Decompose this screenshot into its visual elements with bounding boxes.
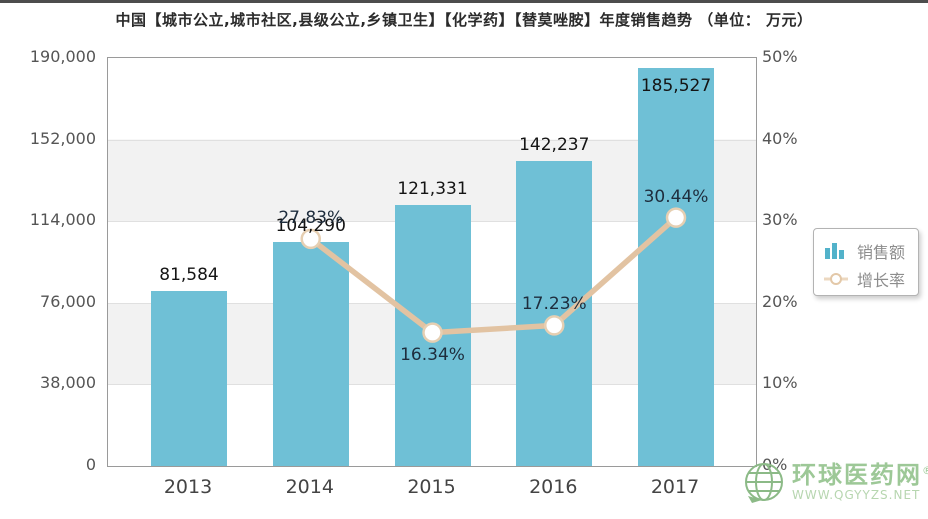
right-axis-tick-label: 30% — [762, 210, 798, 230]
growth-label-2014: 27.83% — [278, 207, 344, 228]
right-axis-tick-label: 20% — [762, 291, 798, 311]
growth-label-2016: 17.23% — [521, 294, 587, 315]
plot-area: 81,584 104,290 121,331 142,237 185,527 27.83%… — [107, 57, 757, 467]
bar-value-label-2014: 104,290 — [275, 216, 346, 237]
x-axis-label-2013: 2013 — [163, 476, 213, 498]
watermark-logo[interactable]: 环球医药网® WWW.QGYYZS.NET — [742, 458, 928, 504]
growth-line — [308, 214, 679, 336]
chart-title: 中国【城市公立,城市社区,县级公立,乡镇卫生】【化学药】【替莫唑胺】年度销售趋势… — [0, 9, 928, 30]
watermark-url: WWW.QGYYZS.NET — [792, 488, 921, 502]
growth-label-2015: 16.34% — [400, 344, 465, 365]
bar-value-label-2015: 121,331 — [397, 179, 468, 200]
bar-value-label-2017: 185,527 — [640, 75, 712, 96]
watermark-texts: 环球医药网® WWW.QGYYZS.NET — [792, 458, 928, 502]
line-series-icon — [824, 273, 848, 285]
bar-value-label-2013: 81,584 — [159, 264, 219, 285]
growth-label-2017: 30.44% — [643, 186, 709, 207]
bar-2016[interactable] — [516, 160, 593, 466]
x-axis-label-2017: 2017 — [650, 476, 700, 498]
bar-series-icon — [825, 243, 844, 259]
bar-2013[interactable] — [151, 290, 227, 466]
x-axis-label-2014: 2014 — [285, 476, 334, 498]
gridline — [108, 139, 756, 141]
right-axis-tick-label: 40% — [762, 128, 798, 148]
y-axis-tick-label: 190,000 — [29, 47, 96, 66]
y-axis-tick-label: 0 — [85, 455, 96, 474]
growth-point-2016[interactable] — [544, 315, 565, 336]
x-axis-label-2015: 2015 — [407, 476, 456, 498]
y-axis-tick-label: 152,000 — [29, 128, 96, 148]
watermark-name: 环球医药网® — [792, 458, 928, 488]
x-axis-label-2016: 2016 — [529, 476, 578, 498]
legend-item-sales[interactable]: 销售额 — [824, 239, 905, 263]
y-axis-tick-label: 38,000 — [40, 373, 96, 393]
bar-value-label-2016: 142,237 — [519, 134, 590, 155]
growth-point-2014[interactable] — [300, 228, 321, 250]
legend-label-growth: 增长率 — [857, 271, 906, 290]
right-axis-tick-label: 10% — [762, 373, 798, 393]
right-axis-tick-label: 50% — [762, 47, 798, 66]
y-axis-tick-label: 114,000 — [29, 210, 96, 230]
legend-box: 销售额 增长率 — [813, 228, 919, 296]
globe-icon — [745, 463, 783, 503]
legend-label-sales: 销售额 — [857, 243, 906, 262]
chart-title-text: 中国【城市公立,城市社区,县级公立,乡镇卫生】【化学药】【替莫唑胺】年度销售趋势 — [115, 11, 693, 29]
bar-2017[interactable] — [638, 67, 714, 466]
growth-point-2017[interactable] — [665, 207, 687, 228]
growth-line-layer — [300, 207, 687, 343]
growth-point-2015[interactable] — [422, 322, 443, 343]
legend-item-growth[interactable]: 增长率 — [824, 267, 905, 291]
y-axis-tick-label: 76,000 — [40, 291, 96, 311]
registered-mark: ® — [922, 464, 928, 477]
top-border-line — [0, 0, 928, 3]
right-axis-tick-label: 0% — [762, 455, 788, 474]
chart-title-unit: （单位： 万元） — [698, 11, 813, 29]
bar-2014[interactable] — [272, 242, 349, 466]
